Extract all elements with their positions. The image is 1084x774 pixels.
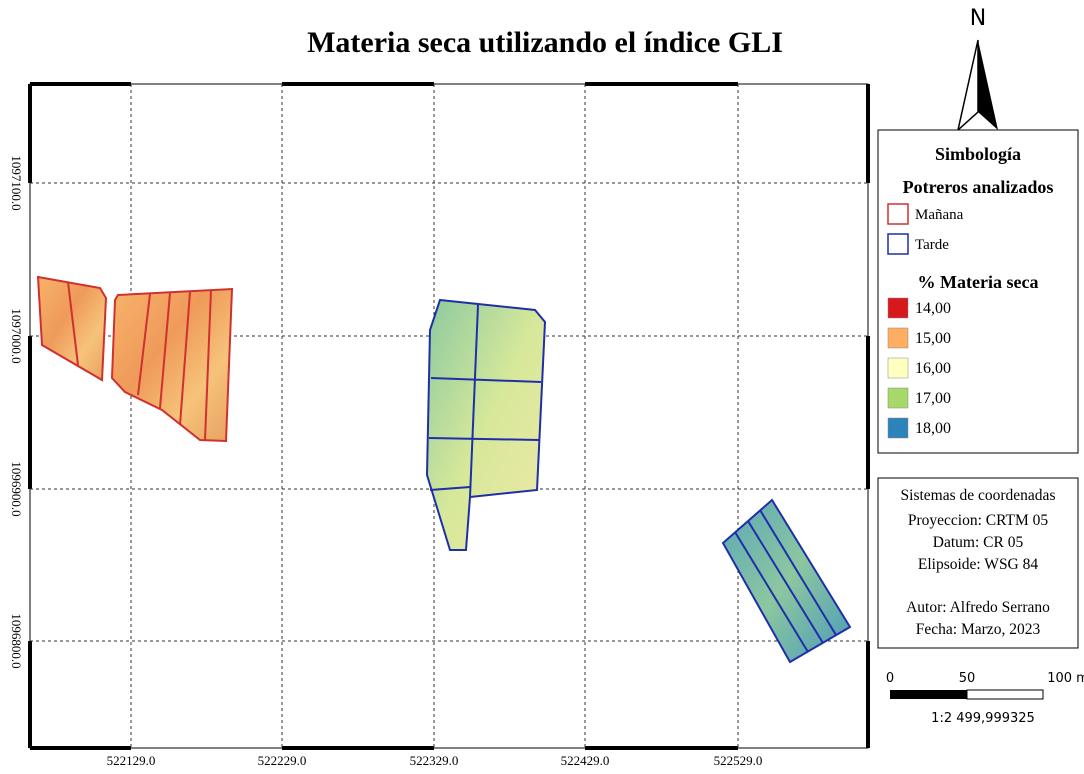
scale-label: 0 — [886, 671, 894, 686]
y-coordinate-label: 1096800.0 — [9, 613, 24, 668]
north-arrow-left — [958, 40, 978, 130]
legend-swatch — [888, 388, 908, 408]
scale-label: 50 — [959, 671, 976, 686]
legend-section-title: Potreros analizados — [903, 177, 1054, 197]
x-coordinate-label: 522229.0 — [258, 753, 307, 768]
legend-label: 17,00 — [915, 390, 951, 407]
legend-swatch — [888, 328, 908, 348]
map-title: Materia seca utilizando el índice GLI — [307, 26, 783, 59]
x-coordinate-label: 522529.0 — [714, 753, 763, 768]
y-coordinate-label: 1097100.0 — [9, 155, 24, 210]
legend-label: 14,00 — [915, 300, 951, 317]
map-layout: Materia seca utilizando el índice GLI N — [0, 0, 1084, 774]
north-label: N — [970, 6, 986, 31]
y-coordinate-label: 1097000.0 — [9, 308, 24, 363]
x-coordinate-label: 522329.0 — [410, 753, 459, 768]
page: Materia seca utilizando el índice GLI N — [0, 0, 1084, 774]
legend-label: 16,00 — [915, 360, 951, 377]
info-line: Datum: CR 05 — [933, 534, 1024, 551]
legend-label: 15,00 — [915, 330, 951, 347]
north-arrow-right — [978, 40, 998, 130]
legend-swatch — [888, 298, 908, 318]
scale-label: 100 m — [1047, 671, 1084, 686]
info-line: Fecha: Marzo, 2023 — [916, 621, 1041, 638]
info-line: Elipsoide: WSG 84 — [918, 556, 1039, 573]
legend-swatch — [888, 358, 908, 378]
x-coordinate-label: 522129.0 — [107, 753, 156, 768]
legend-title: Simbología — [935, 144, 1021, 164]
x-coordinate-label: 522429.0 — [561, 753, 610, 768]
info-line: Proyeccion: CRTM 05 — [908, 512, 1049, 529]
info-line: Autor: Alfredo Serrano — [906, 599, 1050, 616]
scale-ratio: 1:2 499,999325 — [931, 711, 1035, 726]
legend-label: Tarde — [915, 237, 949, 253]
scale-bar: 0 50 100 m 1:2 499,999325 — [886, 671, 1084, 726]
info-line: Sistemas de coordenadas — [901, 487, 1056, 504]
legend-label: Mañana — [915, 207, 964, 223]
legend-swatch — [888, 204, 908, 224]
legend-section-title: % Materia seca — [918, 272, 1039, 292]
y-coordinate-label: 1096900.0 — [9, 461, 24, 516]
legend-label: 18,00 — [915, 420, 951, 437]
legend-swatch — [888, 234, 908, 254]
legend-swatch — [888, 418, 908, 438]
